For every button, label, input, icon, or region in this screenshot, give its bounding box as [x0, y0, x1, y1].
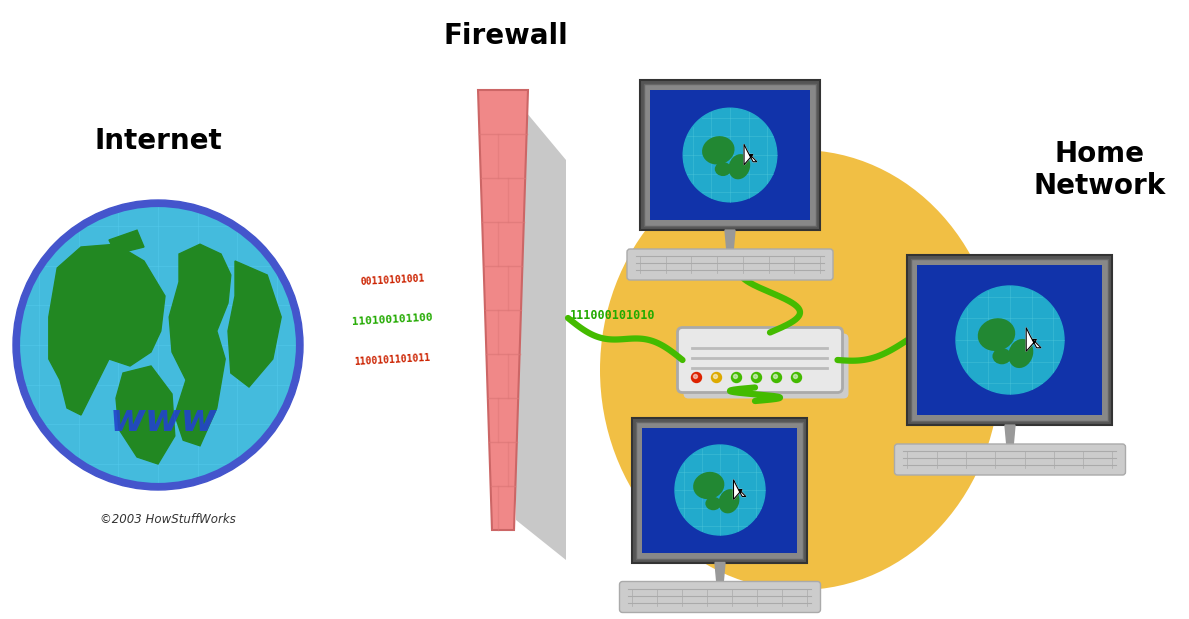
Polygon shape — [516, 100, 566, 560]
Ellipse shape — [977, 318, 1015, 351]
FancyBboxPatch shape — [633, 417, 807, 563]
Ellipse shape — [1008, 339, 1033, 368]
Text: Firewall: Firewall — [443, 22, 568, 50]
Ellipse shape — [715, 162, 731, 176]
Circle shape — [774, 374, 778, 378]
Polygon shape — [734, 480, 746, 500]
Text: 1100101101011: 1100101101011 — [354, 353, 430, 367]
FancyBboxPatch shape — [648, 433, 803, 558]
Circle shape — [792, 373, 801, 383]
Circle shape — [731, 373, 742, 383]
Ellipse shape — [693, 472, 724, 499]
Bar — [918, 265, 1102, 415]
FancyBboxPatch shape — [894, 444, 1126, 475]
Circle shape — [693, 374, 698, 378]
Text: www: www — [109, 401, 216, 439]
FancyBboxPatch shape — [627, 249, 833, 280]
Polygon shape — [49, 245, 165, 415]
FancyBboxPatch shape — [640, 80, 820, 230]
Polygon shape — [478, 90, 528, 530]
Polygon shape — [715, 563, 725, 584]
Circle shape — [13, 200, 303, 490]
FancyBboxPatch shape — [684, 334, 849, 399]
Circle shape — [713, 374, 717, 378]
Circle shape — [772, 373, 781, 383]
Ellipse shape — [993, 348, 1012, 365]
Polygon shape — [109, 230, 144, 254]
Ellipse shape — [702, 136, 735, 165]
Ellipse shape — [705, 497, 721, 510]
Text: 110100101100: 110100101100 — [352, 313, 433, 327]
FancyBboxPatch shape — [636, 422, 804, 558]
Ellipse shape — [729, 154, 750, 180]
FancyBboxPatch shape — [619, 581, 820, 612]
Circle shape — [956, 286, 1064, 394]
FancyBboxPatch shape — [678, 327, 843, 392]
Ellipse shape — [718, 489, 740, 513]
Circle shape — [751, 373, 761, 383]
Polygon shape — [744, 144, 757, 165]
Circle shape — [793, 374, 798, 378]
Polygon shape — [725, 230, 735, 252]
Circle shape — [754, 374, 757, 378]
FancyBboxPatch shape — [644, 84, 816, 226]
FancyBboxPatch shape — [923, 270, 1107, 420]
Polygon shape — [1026, 327, 1042, 352]
FancyBboxPatch shape — [907, 255, 1113, 425]
Polygon shape — [228, 261, 282, 387]
Text: 00110101001: 00110101001 — [360, 273, 424, 287]
Text: ©2003 HowStuffWorks: ©2003 HowStuffWorks — [100, 513, 235, 526]
Text: Internet: Internet — [94, 127, 222, 155]
FancyBboxPatch shape — [912, 259, 1108, 421]
Text: Home
Network: Home Network — [1034, 140, 1166, 201]
FancyBboxPatch shape — [655, 95, 814, 225]
Circle shape — [711, 373, 722, 383]
Polygon shape — [1005, 425, 1015, 447]
Circle shape — [692, 373, 702, 383]
Text: 111000101010: 111000101010 — [570, 308, 655, 321]
Bar — [650, 90, 810, 220]
Circle shape — [684, 108, 776, 202]
Circle shape — [734, 374, 737, 378]
Polygon shape — [117, 366, 175, 464]
Polygon shape — [169, 245, 231, 446]
Bar — [642, 428, 798, 553]
Circle shape — [675, 445, 765, 535]
Ellipse shape — [600, 150, 1000, 590]
Circle shape — [18, 205, 298, 485]
